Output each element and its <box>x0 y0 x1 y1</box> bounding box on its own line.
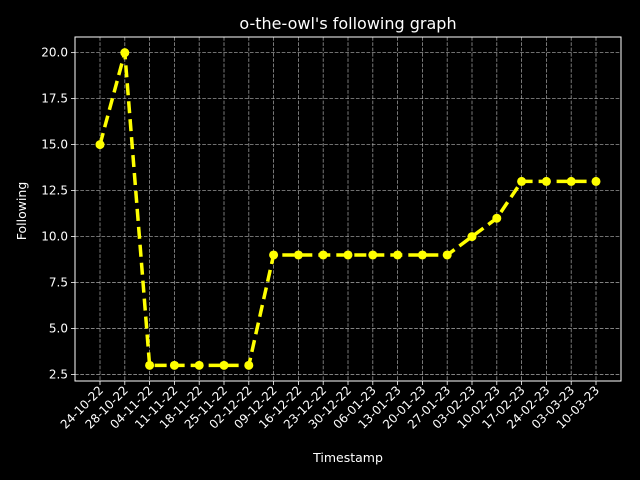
data-point-marker <box>393 250 403 260</box>
data-point-marker <box>293 250 303 260</box>
data-point-marker <box>343 250 353 260</box>
y-axis-ticks: 2.5 5.0 7.5 10.0 12.5 15.0 17.5 20.0 <box>41 46 75 382</box>
data-point-marker <box>591 176 601 186</box>
data-point-marker <box>417 250 427 260</box>
y-tick-label: 7.5 <box>49 276 68 290</box>
y-tick-label: 17.5 <box>41 92 68 106</box>
data-point-marker <box>145 360 155 370</box>
data-point-marker <box>566 176 576 186</box>
y-tick-label: 2.5 <box>49 368 68 382</box>
data-point-marker <box>169 360 179 370</box>
data-point-marker <box>219 360 229 370</box>
chart-title: o-the-owl's following graph <box>239 14 456 33</box>
data-point-marker <box>318 250 328 260</box>
y-tick-label: 20.0 <box>41 46 68 60</box>
grid <box>75 37 621 381</box>
data-point-marker <box>95 140 105 150</box>
y-tick-label: 12.5 <box>41 184 68 198</box>
data-point-marker <box>269 250 279 260</box>
data-point-marker <box>541 176 551 186</box>
data-point-marker <box>194 360 204 370</box>
data-point-marker <box>442 250 452 260</box>
y-axis-label: Following <box>14 182 29 241</box>
data-point-marker <box>492 213 502 223</box>
series-layer <box>95 48 601 370</box>
y-tick-label: 5.0 <box>49 322 68 336</box>
x-axis-label: Timestamp <box>312 450 383 465</box>
y-tick-label: 10.0 <box>41 230 68 244</box>
data-point-marker <box>517 176 527 186</box>
y-tick-label: 15.0 <box>41 138 68 152</box>
data-point-marker <box>368 250 378 260</box>
data-point-marker <box>244 360 254 370</box>
data-point-marker <box>467 232 477 242</box>
data-point-marker <box>120 48 130 58</box>
